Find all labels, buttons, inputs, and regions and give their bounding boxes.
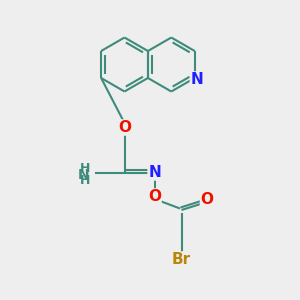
Text: N: N [78,168,90,182]
Text: N: N [148,165,161,180]
Text: H: H [80,162,91,176]
Text: O: O [118,120,131,135]
Text: H: H [80,174,91,188]
Text: O: O [148,189,161,204]
Text: Br: Br [172,252,191,267]
Text: O: O [200,192,214,207]
Text: N: N [190,72,203,87]
